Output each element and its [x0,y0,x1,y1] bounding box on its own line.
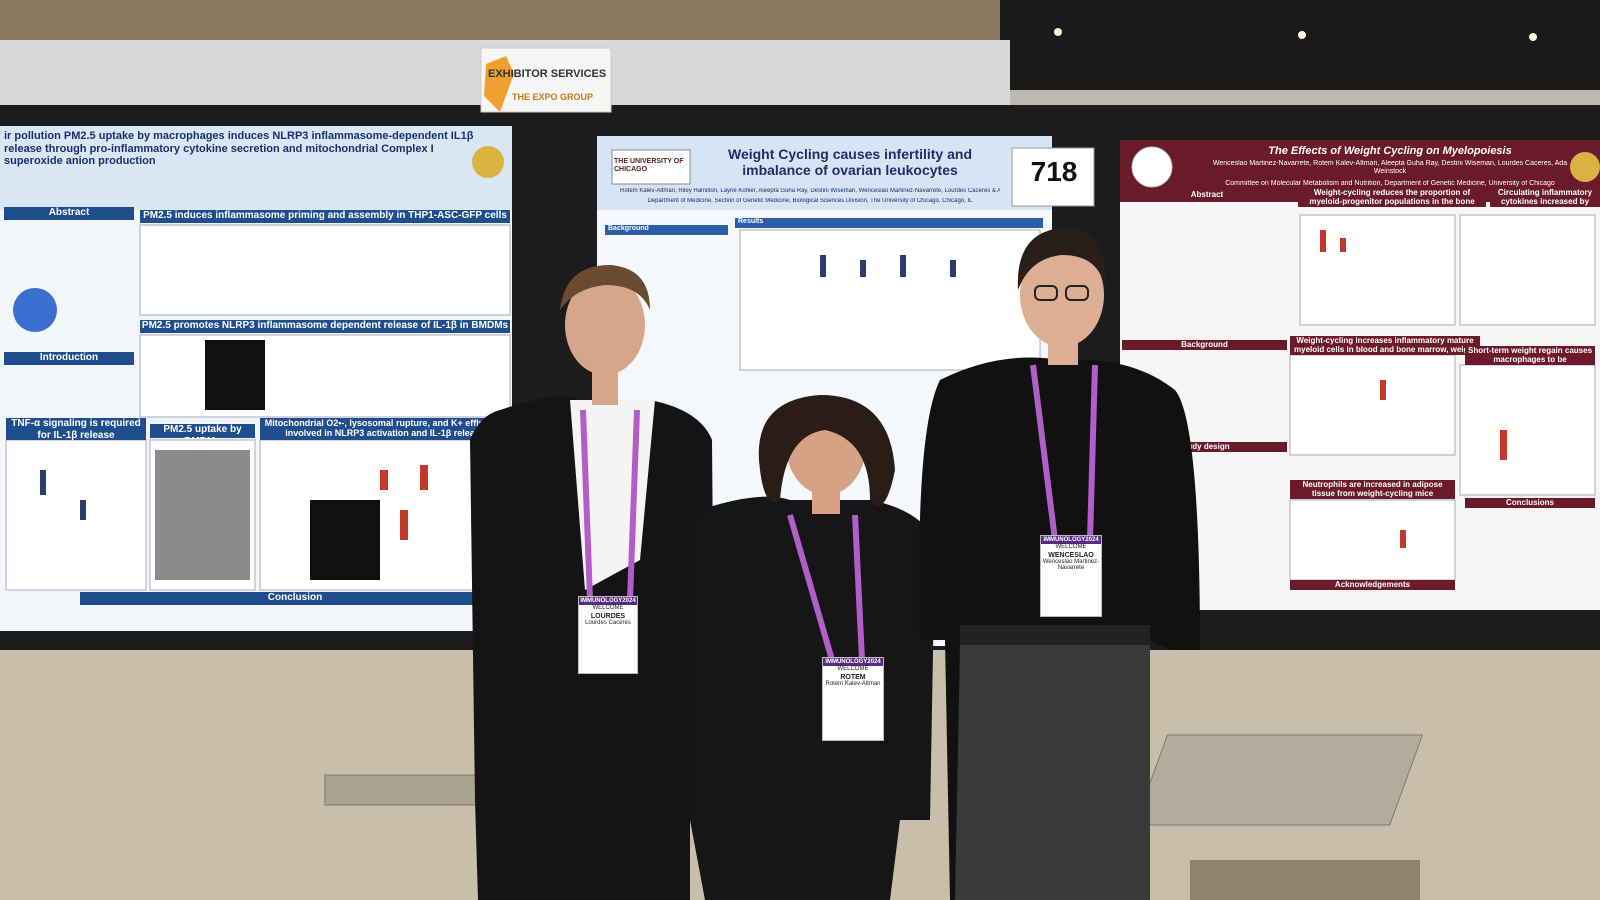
section-header: Introduction [4,352,134,365]
badge-greeting: WELCOME [837,666,869,672]
section-header: Weight-cycling increases inflammatory ma… [1290,336,1480,355]
section-header: Abstract [1122,190,1292,200]
poster-affiliation: Department of Medicine, Section of Genet… [647,198,973,204]
section-header: Weight-cycling reduces the proportion of… [1298,188,1486,207]
poster-authors: Rotem Kalev-Altman, Riley Hamilton, Layn… [620,188,1000,194]
section-header: Acknowledgements [1290,580,1455,590]
name-badge: IMMUNOLOGY2024 WELCOME LOURDES Lourdes C… [578,596,638,674]
badge-name: LOURDES [590,613,626,620]
badge-full-name: Rotem Kalev-Altman [825,681,881,687]
badge-event: IMMUNOLOGY2024 [823,658,883,666]
section-header: Results [735,218,1043,228]
section-header: Study design [1122,442,1287,452]
badge-event: IMMUNOLOGY2024 [1041,536,1101,544]
badge-greeting: WELCOME [592,605,624,611]
poster-affiliation: Committee on Molecular Metabolism and Nu… [1225,180,1555,187]
section-header: Neutrophils are increased in adipose tis… [1290,480,1455,499]
section-header: PM2.5 promotes NLRP3 inflammasome depend… [140,320,510,333]
name-badge: IMMUNOLOGY2024 WELCOME WENCESLAO Wencesl… [1040,535,1102,617]
section-header: Conclusion [80,592,510,605]
poster-authors: Wenceslao Martinez-Navarrete, Rotem Kale… [1212,160,1568,176]
name-badge: IMMUNOLOGY2024 WELCOME ROTEM Rotem Kalev… [822,657,884,741]
institution: THE UNIVERSITY OF CHICAGO [614,158,684,174]
badge-full-name: Wenceslao Martinez-Navarrete [1042,559,1100,571]
poster-title: The Effects of Weight Cycling on Myelopo… [1268,145,1512,157]
section-header: Abstract [4,207,134,220]
section-header: TNF-α signaling is required for IL-1β re… [6,418,146,440]
poster-title: ir pollution PM2.5 uptake by macrophages… [4,130,474,168]
signage-subtitle: THE EXPO GROUP [512,92,594,102]
booth-number: 718 [1030,156,1078,187]
section-header: Circulating inflammatory cytokines incre… [1490,188,1600,207]
section-header: PM2.5 induces inflammasome priming and a… [140,210,510,223]
section-header: Short-term weight regain causes macropha… [1465,346,1595,365]
section-header: Mitochondrial O2•-, lysosomal rupture, a… [260,418,510,440]
section-header: PM2.5 uptake by BMDMs [150,424,255,438]
badge-event: IMMUNOLOGY2024 [579,597,637,605]
badge-greeting: WELCOME [1055,544,1087,550]
section-header: Background [605,225,728,235]
poster-title: Weight Cycling causes infertility and im… [727,146,972,179]
section-header: Background [1122,340,1287,350]
badge-full-name: Lourdes Caceres [585,620,631,626]
badge-name: WENCESLAO [1048,552,1094,559]
signage-title: EXHIBITOR SERVICES [488,68,607,80]
badge-name: ROTEM [840,674,866,681]
section-header: Conclusions [1465,498,1595,508]
